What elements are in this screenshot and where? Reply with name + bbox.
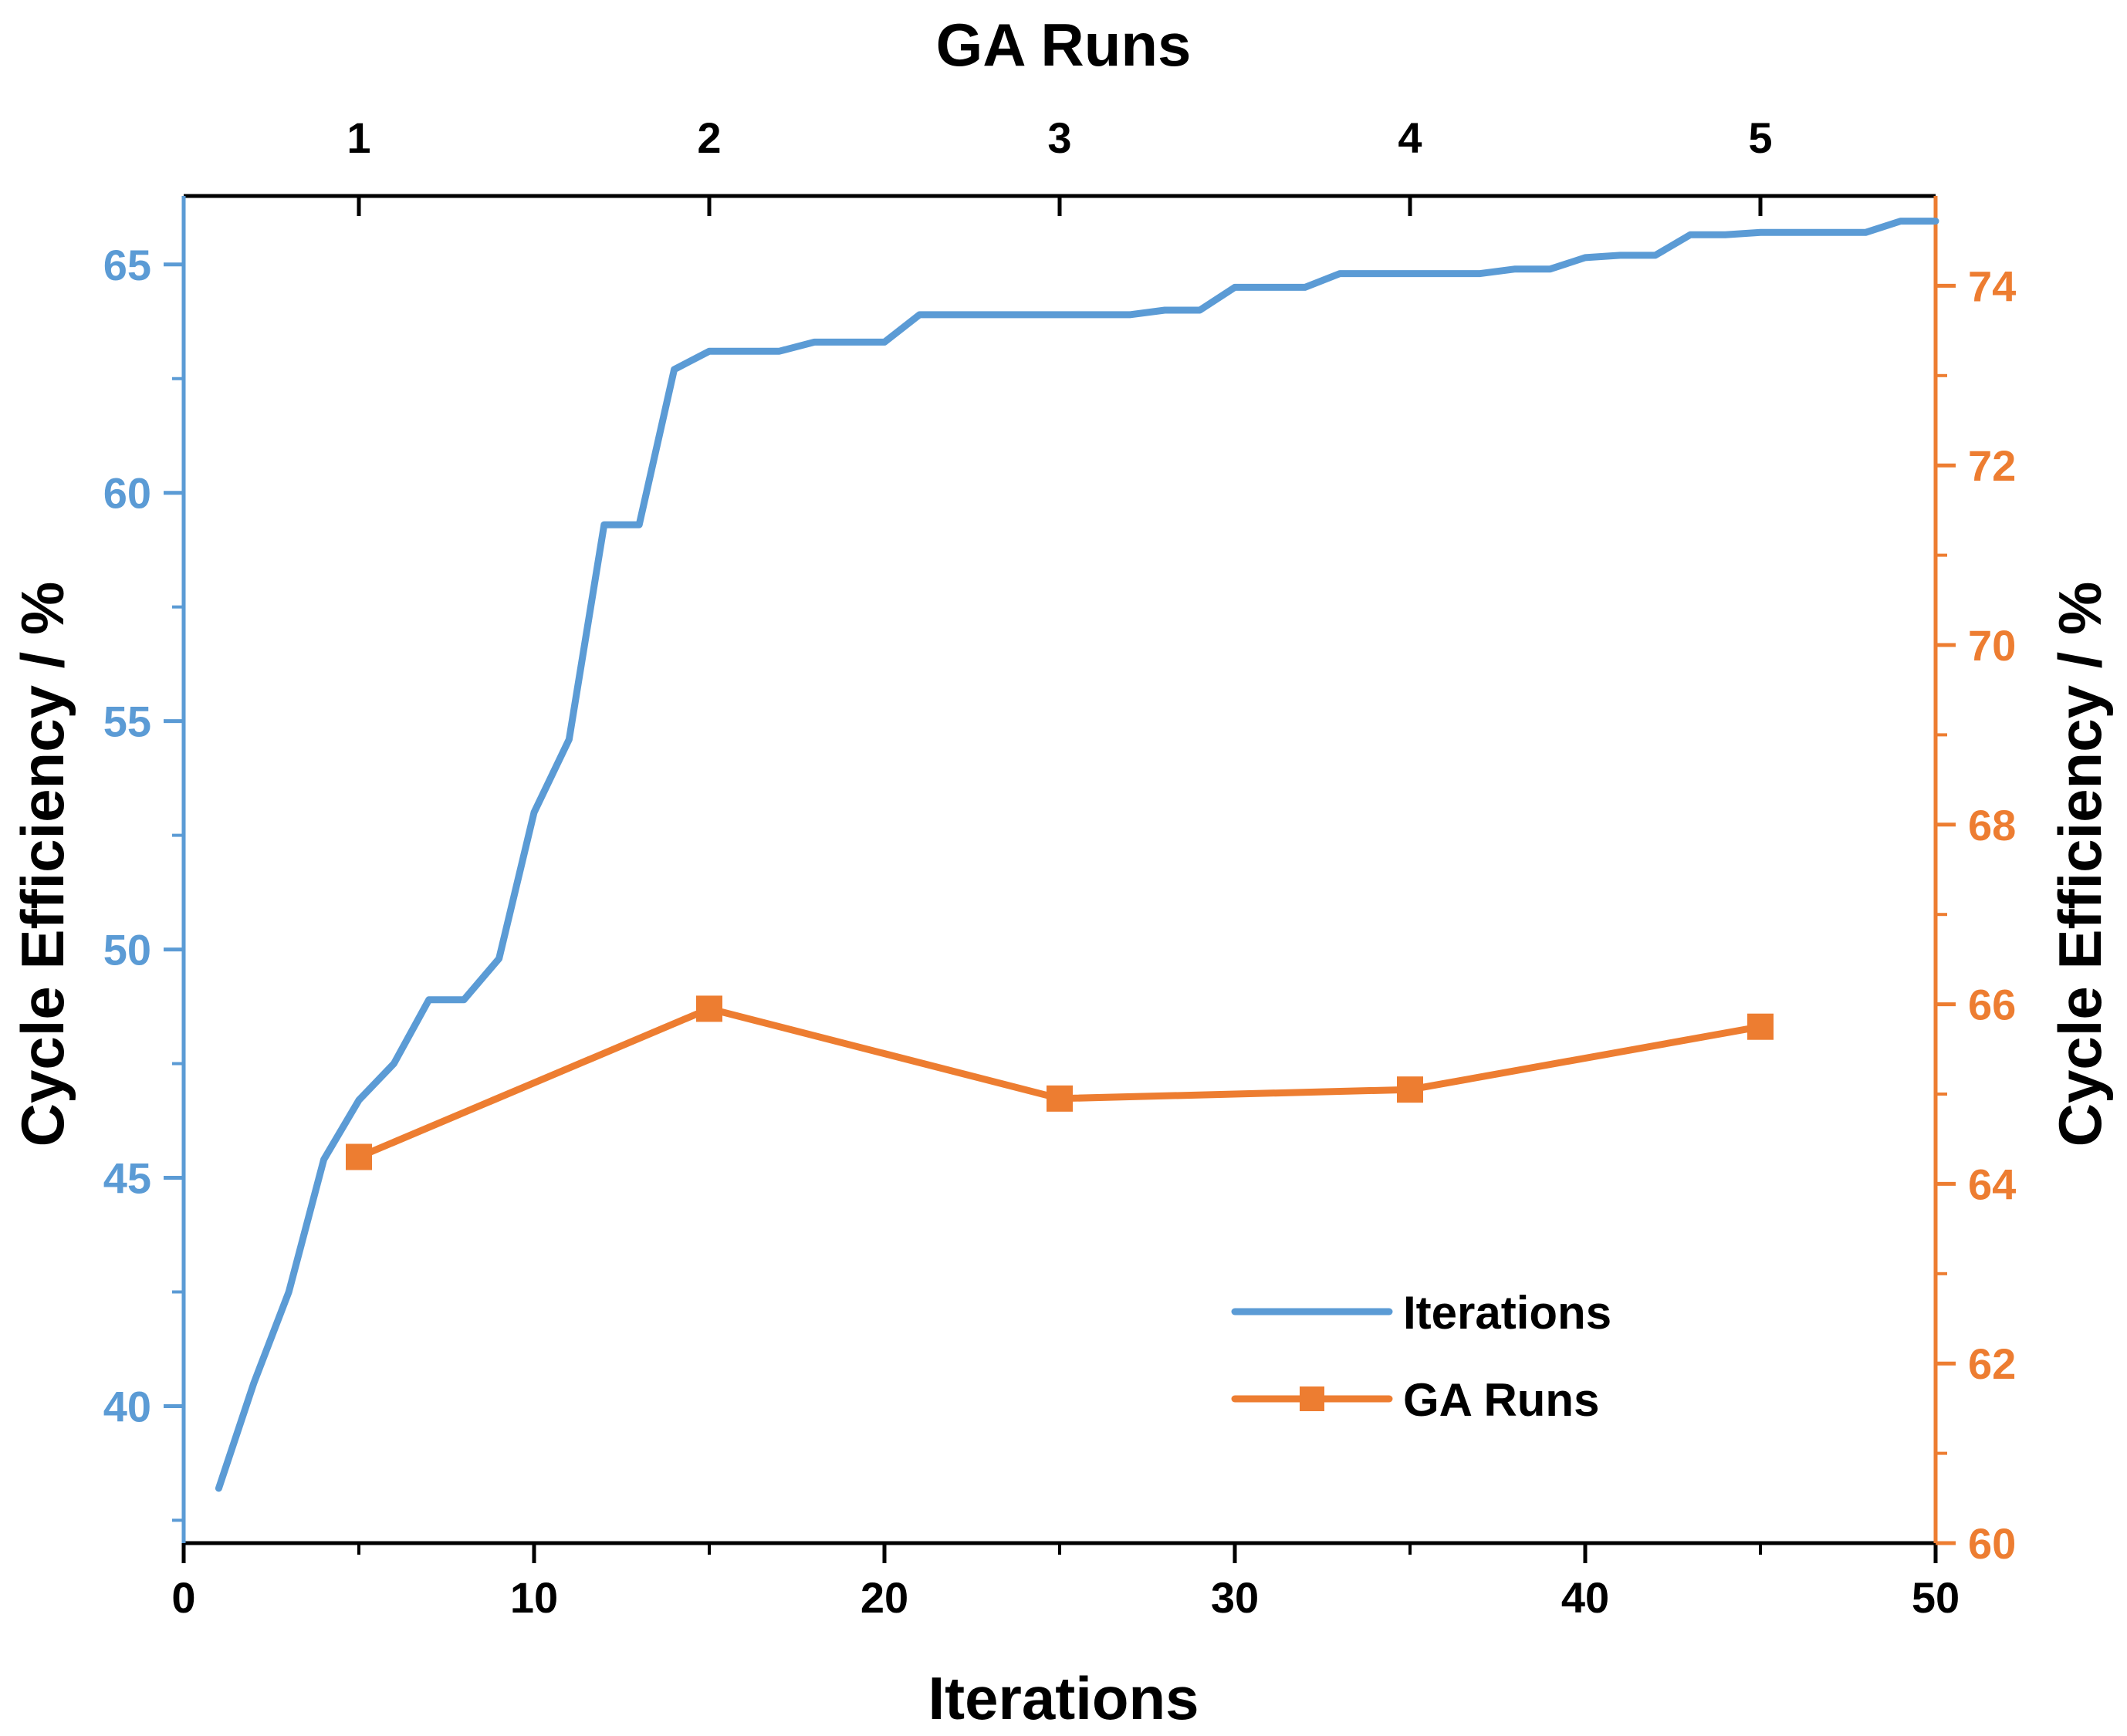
x-bottom-tick-label: 10 [510, 1573, 558, 1622]
x-top-tick-label: 3 [1047, 113, 1071, 162]
y-left-tick-label: 65 [103, 241, 151, 289]
series-ga-runs-marker [346, 1143, 372, 1170]
series-ga-runs-marker [696, 995, 722, 1022]
axis-ticks: 0 10 20 30 40 501 2 3 4 5404550556065606264666870… [103, 113, 2017, 1622]
x-top-tick-label: 5 [1748, 113, 1772, 162]
x-top-tick-label: 2 [697, 113, 721, 162]
legend-iterations-label: Iterations [1403, 1287, 1611, 1339]
x-top-tick-label: 1 [347, 113, 370, 162]
y-left-tick-label: 40 [103, 1382, 151, 1430]
y-right-tick-label: 62 [1968, 1339, 2016, 1388]
series-iterations-line [215, 218, 1939, 1492]
y-axis-left-title: Cycle Efficiency / % [8, 582, 76, 1147]
y-right-tick-label: 66 [1968, 981, 2016, 1029]
x-bottom-tick-label: 40 [1561, 1573, 1609, 1622]
series-layer [215, 218, 1939, 1492]
y-right-tick-label: 60 [1968, 1519, 2016, 1568]
legend: Iterations GA Runs [1231, 1287, 1611, 1426]
y-right-tick-label: 64 [1968, 1160, 2016, 1208]
y-left-tick-label: 60 [103, 469, 151, 518]
y-right-tick-label: 72 [1968, 441, 2016, 490]
y-left-tick-label: 45 [103, 1154, 151, 1203]
x-bottom-tick-label: 30 [1211, 1573, 1259, 1622]
x-top-tick-label: 4 [1398, 113, 1422, 162]
series-ga-runs-marker [1397, 1076, 1423, 1103]
x-bottom-tick-label: 0 [171, 1573, 195, 1622]
x-bottom-tick-label: 50 [1912, 1573, 1960, 1622]
y-right-tick-label: 74 [1968, 262, 2016, 310]
legend-ga-runs-label: GA Runs [1403, 1374, 1599, 1426]
y-left-tick-label: 55 [103, 697, 151, 746]
y-right-tick-label: 68 [1968, 801, 2016, 849]
legend-ga-runs-marker [1300, 1386, 1324, 1411]
series-ga-runs-marker [1047, 1085, 1073, 1112]
x-bottom-tick-label: 20 [861, 1573, 908, 1622]
series-ga-runs-line [355, 1005, 1764, 1160]
series-ga-runs-marker [1747, 1013, 1774, 1040]
y-left-tick-label: 50 [103, 926, 151, 974]
y-right-tick-label: 70 [1968, 621, 2016, 670]
plot-frame [181, 194, 1938, 1545]
y-axis-right-title: Cycle Efficiency / % [2046, 582, 2114, 1147]
x-axis-bottom-title: Iterations [928, 1664, 1199, 1732]
x-axis-top-title: GA Runs [936, 11, 1192, 79]
